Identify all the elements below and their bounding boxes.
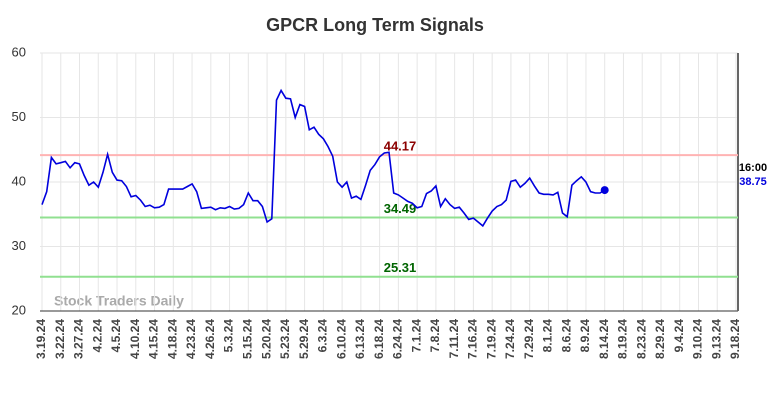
x-tick-label: 5.15.24 [240,319,254,359]
x-tick-label: 4.18.24 [165,319,179,359]
x-tick-label: 6.10.24 [334,319,348,359]
x-tick-label: 6.3.24 [316,319,330,353]
x-tick-label: 9.13.24 [709,319,723,359]
x-tick-label: 9.10.24 [691,319,705,359]
x-tick-label: 7.8.24 [428,319,442,353]
price-line [41,88,606,228]
x-tick-label: 7.24.24 [503,319,517,359]
x-tick-label: 8.29.24 [653,319,667,359]
watermark: Stock Traders Daily [54,293,184,309]
x-tick-label: 6.24.24 [391,319,405,359]
x-tick-label: 5.23.24 [278,319,292,359]
x-tick-label: 3.27.24 [72,319,86,359]
reference-label: 34.49 [384,201,417,216]
x-tick-label: 6.13.24 [353,319,367,359]
reference-label: 44.17 [384,139,417,154]
x-tick-label: 4.5.24 [109,319,123,353]
x-tick-label: 7.16.24 [466,319,480,359]
x-tick-label: 3.22.24 [53,319,67,359]
reference-label: 25.31 [384,260,417,275]
x-tick-label: 5.29.24 [297,319,311,359]
y-tick-label: 40 [12,173,26,188]
x-tick-label: 3.19.24 [34,319,48,359]
x-tick-label: 9.18.24 [728,319,742,359]
x-tick-label: 7.1.24 [409,319,423,353]
y-tick-label: 20 [12,302,26,317]
x-tick-label: 5.20.24 [259,319,273,359]
x-tick-label: 8.14.24 [597,319,611,359]
y-tick-label: 30 [12,238,26,253]
y-tick-label: 60 [12,44,26,59]
last-value-label: 38.75 [739,176,767,188]
x-tick-label: 4.26.24 [203,319,217,359]
x-tick-label: 8.9.24 [578,319,592,353]
last-point [600,186,609,195]
x-tick-label: 8.6.24 [559,319,573,353]
x-tick-label: 9.4.24 [672,319,686,353]
x-tick-label: 4.10.24 [128,319,142,359]
y-tick-label: 50 [12,109,26,124]
chart-title: GPCR Long Term Signals [266,15,484,35]
x-tick-label: 4.23.24 [184,319,198,359]
x-tick-label: 8.23.24 [634,319,648,359]
x-tick-label: 7.29.24 [522,319,536,359]
time-label: 16:00 [739,162,767,174]
x-tick-label: 8.19.24 [616,319,630,359]
x-tick-label: 8.1.24 [541,319,555,353]
x-tick-label: 4.2.24 [90,319,104,353]
x-tick-label: 6.18.24 [372,319,386,359]
x-tick-label: 5.3.24 [222,319,236,353]
x-tick-label: 7.11.24 [447,319,461,359]
x-tick-label: 4.15.24 [147,319,161,359]
x-tick-label: 7.19.24 [484,319,498,359]
